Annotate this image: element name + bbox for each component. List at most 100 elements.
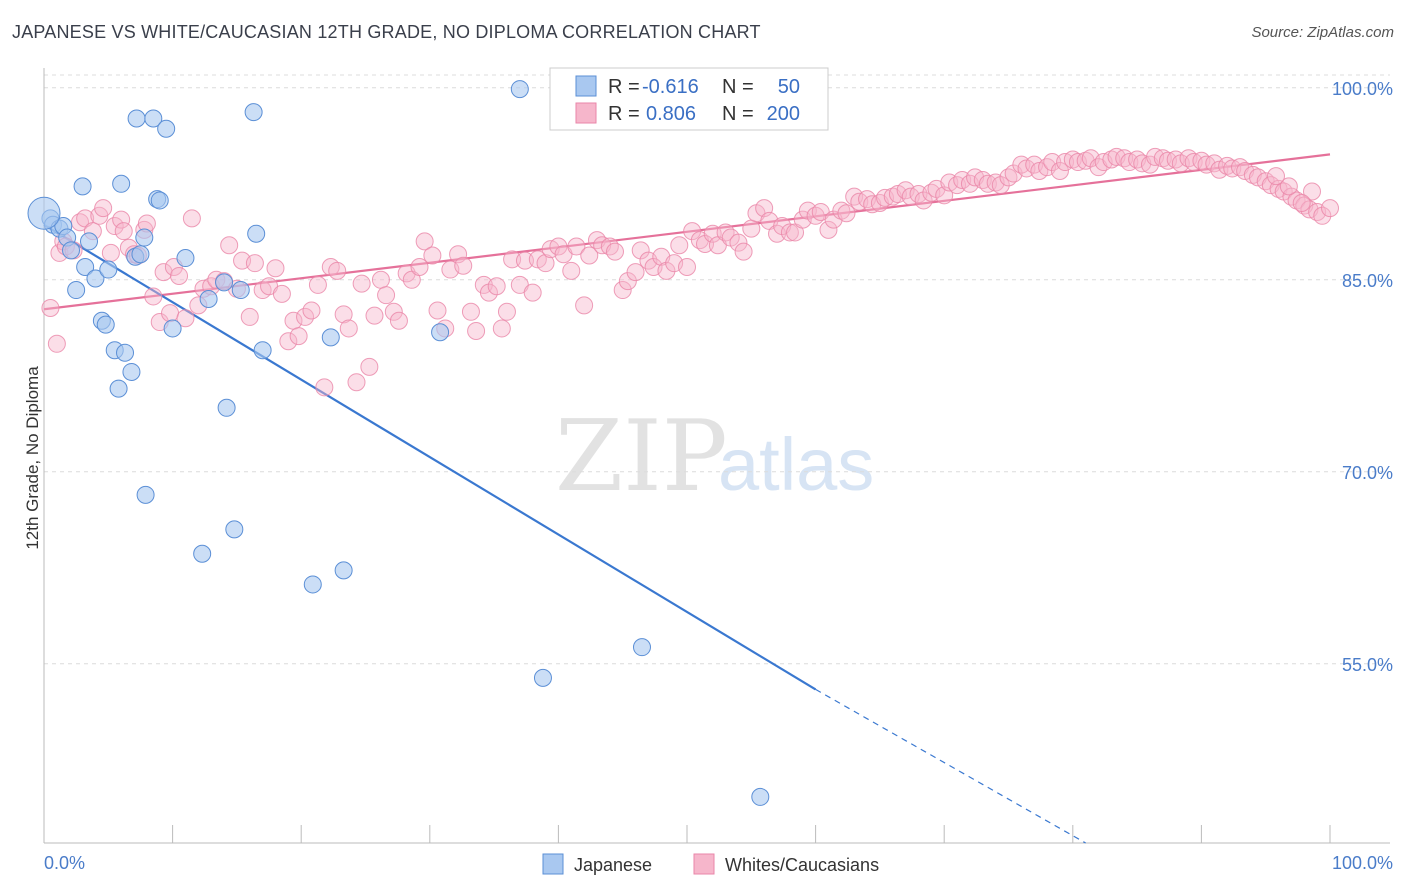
- point-japanese: [431, 323, 450, 342]
- point-japanese: [176, 249, 195, 268]
- chart-title: JAPANESE VS WHITE/CAUCASIAN 12TH GRADE, …: [12, 22, 761, 42]
- tick-labels: 100.0% 85.0% 70.0% 55.0% 0.0% 100.0%: [44, 79, 1393, 873]
- point-whites-caucasians: [101, 243, 120, 262]
- point-whites-caucasians: [114, 222, 133, 241]
- point-japanese: [112, 174, 131, 193]
- point-whites-caucasians: [220, 236, 239, 255]
- point-whites-caucasians: [631, 241, 650, 260]
- x-tick-label-start: 0.0%: [44, 853, 85, 873]
- point-whites-caucasians: [245, 254, 264, 273]
- point-whites-caucasians: [308, 275, 327, 294]
- point-whites-caucasians: [580, 246, 599, 265]
- point-whites-caucasians: [334, 305, 353, 324]
- point-whites-caucasians: [240, 307, 259, 326]
- point-japanese: [244, 103, 263, 122]
- point-whites-caucasians: [339, 319, 358, 338]
- point-whites-caucasians: [613, 281, 632, 300]
- point-japanese: [80, 232, 99, 251]
- point-whites-caucasians: [415, 232, 434, 251]
- point-whites-caucasians: [1313, 206, 1332, 225]
- point-whites-caucasians: [1153, 149, 1172, 168]
- point-japanese: [73, 177, 92, 196]
- trend-line-japanese-extension: [815, 688, 1086, 844]
- point-japanese: [99, 260, 118, 279]
- point-whites-caucasians: [1302, 182, 1321, 201]
- x-tick-label-end: 100.0%: [1332, 853, 1393, 873]
- point-whites-caucasians: [352, 274, 371, 293]
- legend-swatch-whites: [575, 102, 597, 124]
- series-swatch-japanese: [542, 853, 564, 875]
- point-whites-caucasians: [377, 286, 396, 305]
- point-whites-caucasians: [41, 298, 60, 317]
- watermark-zip: ZIP: [555, 400, 728, 514]
- trend-line-whites-caucasians: [43, 153, 1331, 311]
- point-whites-caucasians: [302, 301, 321, 320]
- data-points: [27, 80, 1339, 806]
- point-japanese: [247, 224, 266, 243]
- point-whites-caucasians: [389, 311, 408, 330]
- point-whites-caucasians: [562, 261, 581, 280]
- point-whites-caucasians: [515, 251, 534, 270]
- point-whites-caucasians: [105, 217, 124, 236]
- point-whites-caucasians: [1266, 167, 1285, 186]
- point-whites-caucasians: [832, 201, 851, 220]
- y-axis-label: 12th Grade, No Diploma: [23, 366, 42, 550]
- point-japanese: [116, 343, 135, 362]
- point-japanese: [334, 561, 353, 580]
- point-whites-caucasians: [384, 302, 403, 321]
- point-japanese: [253, 341, 272, 360]
- point-whites-caucasians: [410, 258, 429, 276]
- point-whites-caucasians: [479, 283, 498, 302]
- point-whites-caucasians: [144, 287, 163, 306]
- point-japanese: [135, 228, 154, 247]
- point-japanese: [144, 109, 163, 128]
- point-whites-caucasians: [978, 174, 997, 193]
- point-japanese: [157, 119, 176, 138]
- point-japanese: [303, 575, 322, 594]
- point-whites-caucasians: [1050, 162, 1069, 180]
- legend-n-label-1: N =: [722, 76, 754, 98]
- point-whites-caucasians: [461, 302, 480, 321]
- point-whites-caucasians: [487, 277, 506, 296]
- point-whites-caucasians: [428, 301, 447, 320]
- y-tick-label: 70.0%: [1342, 463, 1393, 483]
- point-japanese: [136, 485, 155, 504]
- point-whites-caucasians: [182, 209, 201, 228]
- point-whites-caucasians: [112, 210, 131, 229]
- watermark-atlas: atlas: [718, 423, 874, 506]
- point-japanese: [67, 281, 86, 300]
- legend-r-value-1: -0.616: [642, 76, 699, 98]
- point-japanese-large: [27, 196, 61, 230]
- point-whites-caucasians: [523, 283, 542, 302]
- point-whites-caucasians: [289, 327, 308, 346]
- point-whites-caucasians: [467, 322, 486, 340]
- point-whites-caucasians: [1279, 177, 1298, 196]
- point-whites-caucasians: [365, 306, 384, 325]
- stats-legend: R = -0.616 N = 50 R = 0.806 N = 200: [549, 67, 829, 131]
- point-japanese: [217, 398, 236, 417]
- point-whites-caucasians: [176, 309, 195, 328]
- source-label: Source: ZipAtlas.com: [1251, 24, 1394, 41]
- point-japanese: [215, 273, 234, 292]
- point-japanese: [131, 245, 150, 264]
- point-japanese: [231, 281, 250, 300]
- point-japanese: [109, 379, 128, 398]
- point-whites-caucasians: [780, 223, 799, 242]
- point-whites-caucasians: [154, 263, 173, 282]
- series-label-whites: Whites/Caucasians: [725, 855, 879, 875]
- point-whites-caucasians: [696, 234, 715, 253]
- series-label-japanese: Japanese: [574, 855, 652, 875]
- legend-r-value-2: 0.806: [646, 103, 696, 125]
- point-whites-caucasians: [371, 270, 390, 289]
- point-whites-caucasians: [678, 258, 696, 276]
- point-whites-caucasians: [729, 233, 748, 252]
- point-japanese: [62, 241, 81, 260]
- point-whites-caucasians: [454, 256, 473, 275]
- point-whites-caucasians: [497, 302, 516, 321]
- point-whites-caucasians: [703, 224, 722, 243]
- legend-n-label-2: N =: [722, 103, 754, 125]
- series-legend: Japanese Whites/Caucasians: [542, 853, 879, 875]
- point-japanese: [510, 80, 529, 99]
- point-whites-caucasians: [948, 176, 967, 195]
